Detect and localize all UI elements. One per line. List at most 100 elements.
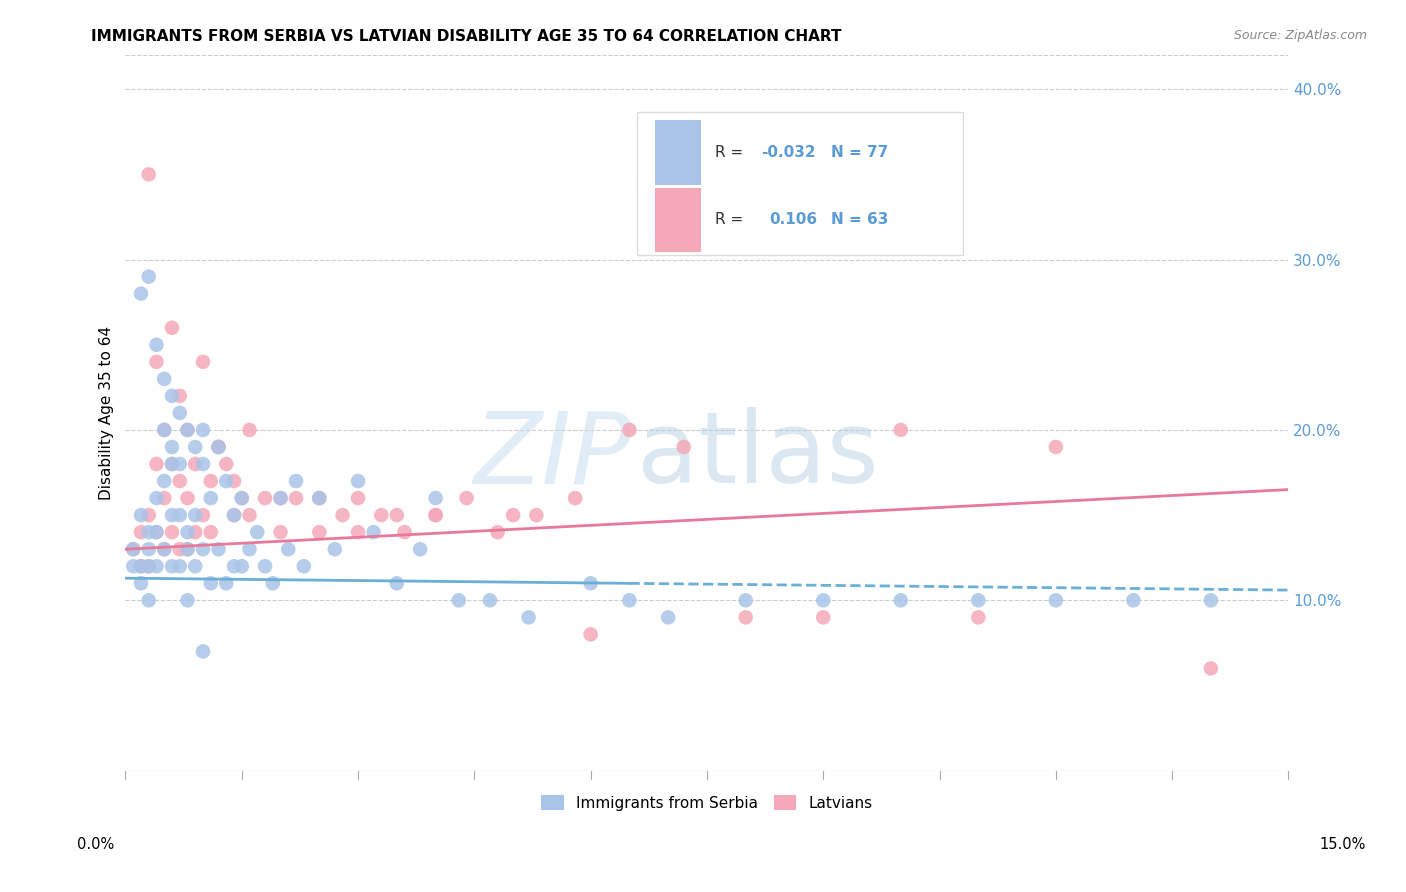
Point: [160, 525, 183, 540]
Point: [129, 525, 152, 540]
Point: [246, 525, 269, 540]
Point: [145, 559, 167, 574]
Point: [1199, 661, 1222, 675]
Point: [191, 457, 214, 471]
Point: [176, 542, 198, 557]
Point: [129, 576, 152, 591]
Point: [176, 423, 198, 437]
Point: [169, 457, 191, 471]
Point: [122, 542, 145, 557]
Point: [191, 423, 214, 437]
Point: [176, 525, 198, 540]
Point: [153, 542, 176, 557]
Point: [191, 644, 214, 658]
Point: [1122, 593, 1144, 607]
Point: [231, 491, 253, 505]
Point: [363, 525, 385, 540]
Point: [253, 559, 276, 574]
Point: [813, 593, 835, 607]
Point: [138, 168, 160, 182]
Point: [308, 491, 330, 505]
Point: [184, 508, 207, 523]
Point: [153, 474, 176, 488]
Point: [456, 491, 478, 505]
Point: [138, 542, 160, 557]
Point: [153, 491, 176, 505]
Point: [160, 508, 183, 523]
Point: [207, 440, 229, 454]
Point: [191, 355, 214, 369]
Point: [153, 423, 176, 437]
Point: [1045, 440, 1067, 454]
Point: [370, 508, 392, 523]
Point: [160, 440, 183, 454]
Point: [145, 525, 167, 540]
Point: [478, 593, 501, 607]
Point: [672, 440, 695, 454]
Point: [222, 508, 245, 523]
Point: [222, 559, 245, 574]
Text: R =: R =: [716, 145, 748, 160]
Point: [285, 474, 308, 488]
Point: [222, 474, 245, 488]
Point: [169, 389, 191, 403]
Point: [207, 440, 229, 454]
Point: [215, 474, 238, 488]
Point: [200, 474, 222, 488]
Point: [502, 508, 524, 523]
Point: [619, 593, 641, 607]
Point: [619, 423, 641, 437]
Point: [160, 389, 183, 403]
Point: [176, 593, 198, 607]
Point: [169, 508, 191, 523]
FancyBboxPatch shape: [637, 112, 963, 255]
Point: [564, 491, 586, 505]
Point: [169, 559, 191, 574]
Point: [191, 542, 214, 557]
FancyBboxPatch shape: [655, 120, 702, 185]
Point: [138, 593, 160, 607]
Point: [138, 559, 160, 574]
Point: [1199, 593, 1222, 607]
Point: [153, 372, 176, 386]
Point: [486, 525, 509, 540]
Point: [262, 576, 284, 591]
Point: [169, 474, 191, 488]
Point: [734, 593, 756, 607]
Point: [524, 508, 547, 523]
Point: [292, 559, 315, 574]
Point: [200, 525, 222, 540]
Point: [253, 491, 276, 505]
Point: [425, 491, 447, 505]
Point: [409, 542, 432, 557]
Text: ZIP: ZIP: [472, 408, 631, 504]
Point: [347, 525, 370, 540]
Point: [967, 593, 990, 607]
Point: [394, 525, 416, 540]
Point: [308, 525, 330, 540]
Point: [215, 457, 238, 471]
Point: [160, 320, 183, 334]
Text: N = 63: N = 63: [831, 212, 889, 227]
Text: N = 77: N = 77: [831, 145, 889, 160]
Point: [191, 508, 214, 523]
Point: [447, 593, 470, 607]
Point: [129, 286, 152, 301]
Text: atlas: atlas: [637, 408, 879, 504]
Point: [129, 559, 152, 574]
Point: [579, 576, 602, 591]
Point: [145, 525, 167, 540]
Point: [425, 508, 447, 523]
Text: 0.106: 0.106: [769, 212, 818, 227]
Point: [967, 610, 990, 624]
Text: R =: R =: [716, 212, 754, 227]
Point: [657, 610, 679, 624]
Point: [145, 457, 167, 471]
Point: [138, 269, 160, 284]
Y-axis label: Disability Age 35 to 64: Disability Age 35 to 64: [100, 326, 114, 500]
Point: [176, 542, 198, 557]
Point: [145, 338, 167, 352]
Point: [184, 559, 207, 574]
Point: [169, 406, 191, 420]
Point: [238, 508, 260, 523]
